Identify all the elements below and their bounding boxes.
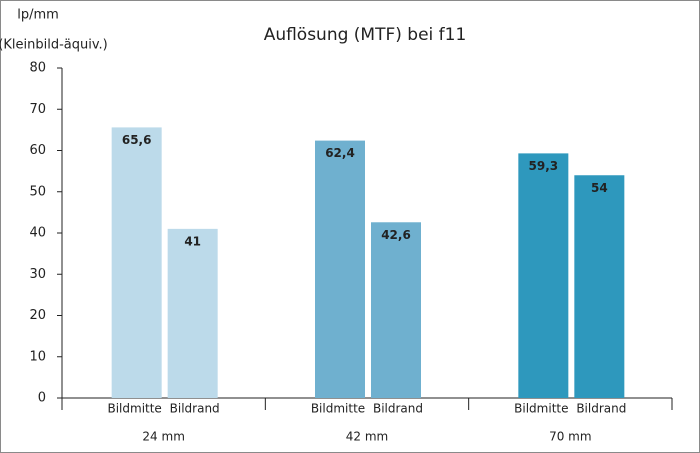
- bar: [518, 153, 569, 398]
- data-label: 42,6: [381, 228, 411, 242]
- data-label: 62,4: [325, 146, 355, 160]
- y-tick-label: 70: [29, 102, 46, 117]
- x-sub-label: Bildrand: [170, 402, 220, 416]
- bar: [315, 140, 365, 398]
- data-label: 59,3: [529, 159, 559, 173]
- y-tick-label: 0: [38, 391, 46, 406]
- bar: [371, 222, 421, 398]
- data-label: 41: [184, 234, 201, 248]
- y-tick-label: 60: [29, 143, 46, 158]
- x-sub-label: Bildmitte: [311, 402, 365, 416]
- x-sub-label: Bildmitte: [107, 402, 161, 416]
- y-tick-label: 10: [29, 349, 46, 364]
- bar: [111, 127, 162, 399]
- x-group-label: 42 mm: [346, 430, 388, 444]
- x-sub-label: Bildrand: [576, 402, 626, 416]
- y-tick-label: 30: [29, 267, 46, 282]
- x-group-label: 70 mm: [549, 430, 591, 444]
- y-tick-label: 50: [29, 184, 46, 199]
- y-axis-label: lp/mm: [17, 8, 59, 23]
- x-sub-label: Bildmitte: [514, 402, 568, 416]
- y-tick-label: 80: [29, 61, 46, 76]
- bar: [167, 228, 218, 398]
- data-label: 54: [591, 181, 608, 195]
- chart-title: Auflösung (MTF) bei f11: [264, 25, 467, 45]
- data-label: 65,6: [122, 133, 152, 147]
- y-tick-label: 40: [29, 226, 46, 241]
- y-axis-label: (Kleinbild-äquiv.): [0, 38, 108, 53]
- y-tick-label: 20: [29, 308, 46, 323]
- x-sub-label: Bildrand: [373, 402, 423, 416]
- bar: [574, 175, 625, 398]
- x-group-label: 24 mm: [142, 430, 184, 444]
